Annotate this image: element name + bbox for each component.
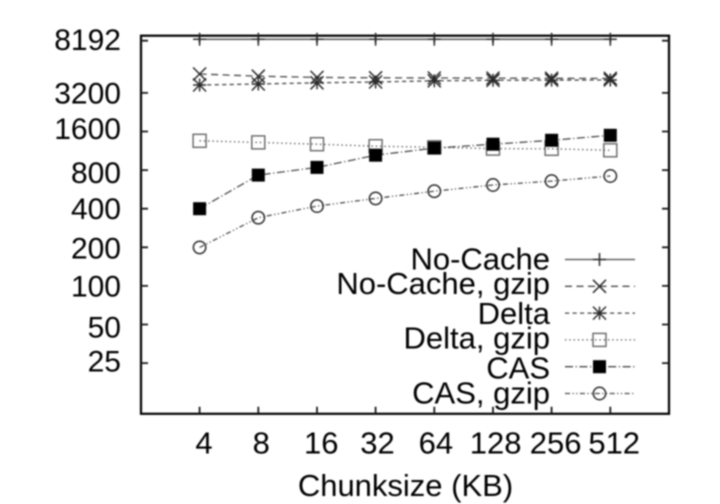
svg-text:8192: 8192 [54, 24, 121, 57]
svg-text:8: 8 [253, 426, 270, 461]
svg-text:512: 512 [588, 426, 640, 461]
svg-text:Delta, gzip: Delta, gzip [404, 321, 550, 356]
svg-text:32: 32 [360, 426, 394, 461]
svg-text:50: 50 [88, 311, 121, 344]
svg-text:400: 400 [71, 193, 121, 226]
svg-text:128: 128 [470, 426, 522, 461]
svg-text:No-Cache: No-Cache [410, 241, 550, 276]
svg-text:CAS: CAS [486, 350, 550, 385]
svg-text:25: 25 [88, 346, 121, 379]
svg-text:1600: 1600 [54, 113, 121, 146]
svg-text:CAS, gzip: CAS, gzip [412, 376, 550, 411]
svg-text:256: 256 [530, 426, 582, 461]
svg-text:3200: 3200 [54, 78, 121, 111]
svg-text:100: 100 [71, 270, 121, 303]
svg-text:Delta: Delta [478, 296, 551, 331]
svg-text:64: 64 [419, 426, 453, 461]
svg-text:16: 16 [304, 426, 338, 461]
svg-text:Chunksize (KB): Chunksize (KB) [298, 468, 513, 503]
svg-text:No-Cache, gzip: No-Cache, gzip [336, 266, 550, 301]
svg-text:200: 200 [71, 233, 121, 266]
svg-text:800: 800 [71, 157, 121, 190]
svg-text:4: 4 [195, 426, 212, 461]
